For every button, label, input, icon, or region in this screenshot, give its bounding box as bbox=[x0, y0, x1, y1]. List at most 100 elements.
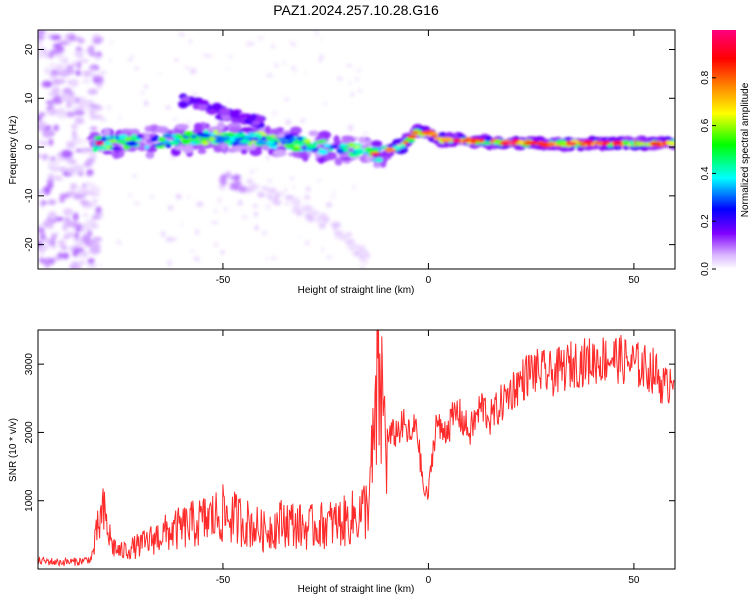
ridge-halo-blob bbox=[373, 162, 381, 168]
noise-blob bbox=[253, 211, 259, 217]
noise-blobs bbox=[38, 30, 371, 269]
noise-blob bbox=[56, 78, 66, 84]
noise-blob bbox=[211, 221, 219, 224]
ridge-core-blob bbox=[144, 145, 150, 149]
noise-blob bbox=[92, 40, 102, 44]
x-tick-label: -50 bbox=[216, 275, 231, 286]
ridge-halo-blob bbox=[103, 128, 111, 136]
noise-blob bbox=[330, 194, 336, 199]
ridge-core-blob bbox=[239, 139, 251, 144]
colorbar-tick-label: 0.2 bbox=[700, 214, 711, 228]
ridge-peak-blob bbox=[370, 152, 380, 156]
noise-blob bbox=[89, 116, 100, 120]
noise-blob bbox=[42, 154, 47, 161]
noise-blob bbox=[79, 250, 89, 258]
noise-blob bbox=[60, 149, 73, 159]
noise-blob bbox=[291, 65, 296, 70]
noise-blob bbox=[133, 66, 140, 71]
noise-blob bbox=[57, 152, 62, 158]
noise-blob bbox=[71, 81, 78, 86]
noise-blob bbox=[59, 196, 65, 203]
noise-blob bbox=[73, 171, 79, 176]
ridge-core-blob bbox=[156, 143, 166, 146]
ridge-peak-blob bbox=[649, 141, 660, 146]
noise-blob bbox=[57, 239, 66, 247]
noise-blob bbox=[45, 238, 53, 244]
noise-blob bbox=[315, 218, 321, 223]
noise-blob bbox=[58, 56, 69, 63]
ridge-core-blob bbox=[240, 133, 245, 138]
noise-blob bbox=[175, 193, 182, 200]
upper-branch-blob bbox=[211, 102, 223, 111]
ridge-halo-blob bbox=[273, 149, 287, 157]
ridge-core-blob bbox=[362, 151, 370, 155]
noise-blob bbox=[74, 36, 82, 42]
noise-blob bbox=[333, 235, 340, 240]
noise-blob bbox=[45, 100, 55, 105]
spectrogram-heatmap bbox=[38, 30, 675, 269]
lower-branch-blob bbox=[225, 171, 231, 178]
noise-blob bbox=[65, 217, 70, 221]
ridge-core-blob bbox=[125, 140, 137, 146]
noise-blob bbox=[350, 249, 354, 253]
ridge-core-blob bbox=[201, 140, 210, 146]
noise-blob bbox=[192, 92, 198, 97]
noise-blob bbox=[73, 264, 80, 269]
noise-blob bbox=[72, 132, 77, 141]
noise-blob bbox=[75, 240, 85, 247]
noise-blob bbox=[90, 186, 101, 194]
noise-blob bbox=[47, 211, 57, 220]
noise-blob bbox=[288, 40, 294, 44]
ridge-blobs bbox=[86, 93, 675, 168]
snr-x-ticks: -50 0 50 bbox=[216, 330, 640, 586]
spectrogram-panel: -50 0 50 -20 -10 0 10 20 Height of straight li… bbox=[8, 29, 676, 296]
ridge-halo-blob bbox=[308, 130, 320, 137]
noise-blob bbox=[108, 58, 112, 63]
ridge-core-blob bbox=[115, 135, 120, 141]
ridge-core-blob bbox=[441, 137, 454, 142]
noise-blob bbox=[81, 224, 86, 232]
ridge-core-blob bbox=[94, 136, 103, 140]
noise-blob bbox=[53, 124, 59, 132]
ridge-core-blob bbox=[340, 143, 346, 148]
noise-blob bbox=[255, 167, 258, 171]
noise-blob bbox=[190, 249, 195, 252]
noise-blob bbox=[72, 61, 77, 66]
noise-blob bbox=[170, 237, 177, 241]
noise-blob bbox=[51, 86, 61, 95]
lower-branch-blob bbox=[360, 254, 365, 260]
ridge-core-blob bbox=[95, 146, 108, 150]
noise-blob bbox=[61, 252, 70, 260]
x-tick-label: 50 bbox=[628, 275, 640, 286]
noise-blob bbox=[69, 183, 78, 190]
lower-branch-blob bbox=[311, 209, 320, 217]
y-tick-label: 1000 bbox=[24, 489, 35, 512]
upper-branch-blob bbox=[181, 96, 190, 102]
ridge-halo-blob bbox=[292, 150, 300, 158]
noise-blob bbox=[267, 179, 273, 182]
noise-blob bbox=[38, 225, 43, 229]
lower-branch-blob bbox=[249, 184, 260, 189]
ridge-halo-blob bbox=[338, 152, 351, 158]
noise-blob bbox=[223, 206, 228, 213]
noise-blob bbox=[58, 157, 64, 161]
ridge-halo-blob bbox=[268, 128, 282, 134]
noise-blob bbox=[291, 42, 297, 47]
noise-blob bbox=[92, 74, 97, 79]
ridge-core-blob bbox=[223, 136, 230, 141]
ridge-core-blob bbox=[181, 139, 191, 145]
ridge-core-blob bbox=[234, 137, 241, 142]
ridge-core-blob bbox=[318, 139, 328, 143]
lower-branch-blob bbox=[352, 251, 362, 257]
ridge-core-blob bbox=[477, 138, 485, 143]
upper-branch-blob bbox=[178, 101, 189, 109]
noise-blob bbox=[144, 84, 148, 89]
noise-blob bbox=[350, 92, 355, 98]
colorbar-gradient bbox=[712, 30, 736, 269]
x-tick-label: 0 bbox=[426, 275, 432, 286]
noise-blob bbox=[116, 239, 122, 245]
x-tick-label: 0 bbox=[426, 575, 432, 586]
noise-blob bbox=[172, 118, 179, 121]
ridge-core-blob bbox=[410, 131, 421, 135]
noise-blob bbox=[38, 142, 42, 147]
